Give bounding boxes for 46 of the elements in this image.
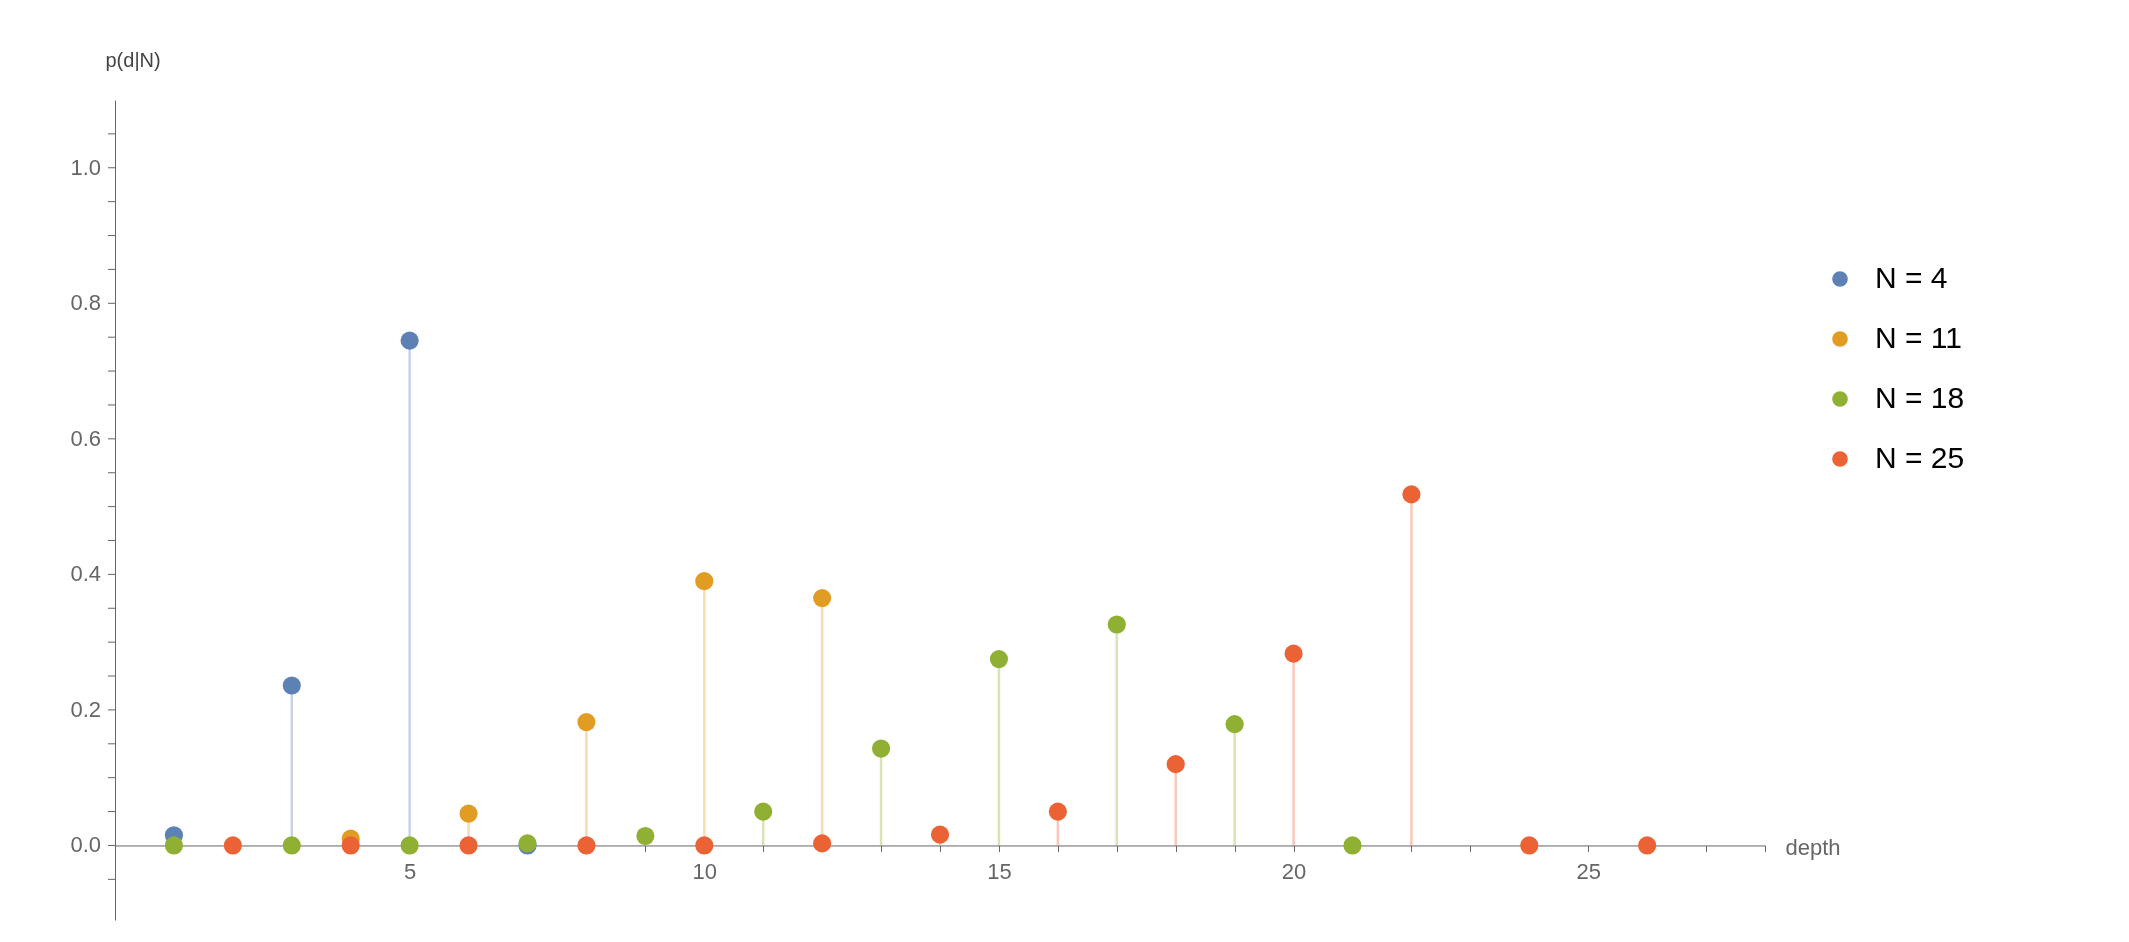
point [813,589,832,608]
x-tick-label: 10 [692,858,718,884]
y-tick-label: 0.6 [70,425,101,451]
point [695,836,714,855]
point [695,572,714,591]
point [1048,802,1067,821]
y-tick-label: 0.2 [70,696,101,722]
y-tick-label: 0.4 [70,561,101,587]
point [636,826,655,846]
point [1520,836,1539,855]
y-tick-label: 1.0 [70,154,101,180]
point [459,804,478,823]
legend-label: N = 18 [1875,381,1965,414]
legend-label: N = 11 [1875,321,1962,354]
point [400,836,419,855]
point [282,676,301,695]
point [871,739,891,758]
y-tick-label: 0.8 [70,290,101,316]
point [459,836,478,855]
point [400,331,419,350]
x-tick-label: 15 [987,858,1012,884]
point [1638,836,1657,855]
point [1166,755,1185,774]
point [1402,485,1421,504]
y-tick-label: 0.0 [70,832,101,858]
point [1343,836,1362,855]
point [341,836,360,855]
legend-label: N = 25 [1875,441,1965,474]
point [223,836,242,855]
point [164,836,184,855]
point [813,834,832,853]
point [1107,615,1126,634]
point [577,836,596,855]
point [282,836,301,855]
y-axis-title: p(d|N) [105,48,161,71]
point [754,802,773,821]
x-tick-label: 5 [404,858,417,884]
legend-label: N = 4 [1875,261,1948,294]
x-tick-label: 25 [1576,858,1601,884]
point [1225,715,1244,734]
point [577,713,596,732]
x-axis-title: depth [1785,834,1841,860]
point [1284,644,1303,663]
x-tick-label: 20 [1281,858,1307,884]
point [989,650,1009,669]
point [930,825,950,844]
